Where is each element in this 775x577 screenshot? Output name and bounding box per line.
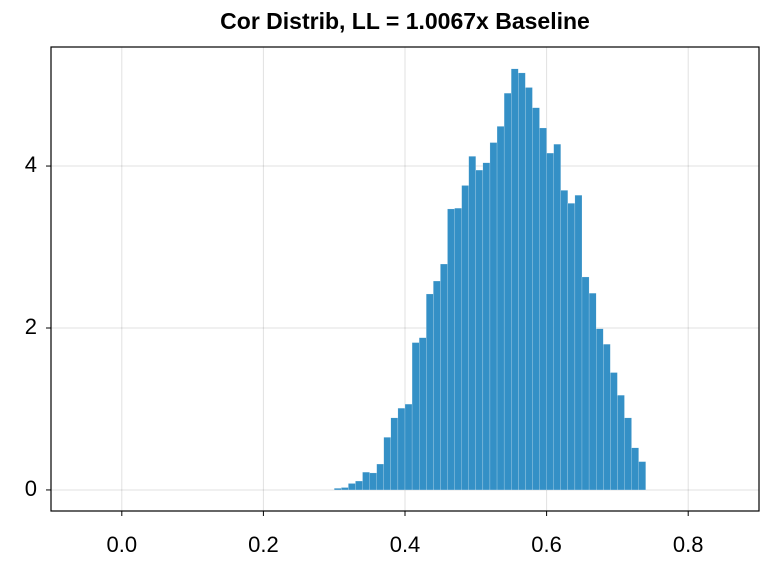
bar: [397, 408, 406, 491]
bar: [631, 447, 639, 491]
x-tick-label: 0.0: [107, 532, 138, 557]
bar: [489, 142, 498, 491]
bar: [433, 280, 441, 491]
chart-title: Cor Distrib, LL = 1.0067x Baseline: [220, 8, 590, 34]
bar: [419, 337, 427, 491]
y-tick-label: 0: [25, 476, 37, 501]
bar: [617, 395, 625, 491]
bar: [411, 342, 420, 491]
bar: [404, 403, 413, 491]
y-tick-label: 4: [25, 152, 37, 177]
bar: [546, 152, 554, 491]
bar: [588, 293, 597, 491]
bar: [383, 437, 391, 491]
bar: [574, 195, 583, 491]
bar: [355, 480, 363, 491]
bar: [503, 93, 512, 491]
bar: [539, 127, 547, 491]
bar: [518, 72, 526, 491]
bar: [376, 463, 384, 491]
y-tick-label: 2: [25, 314, 37, 339]
bar: [454, 207, 462, 491]
bar: [447, 208, 455, 491]
bar: [610, 372, 618, 491]
bar: [390, 417, 399, 491]
bar: [624, 417, 632, 491]
x-tick-label: 0.6: [531, 532, 562, 557]
bar: [532, 107, 540, 491]
bar: [603, 344, 611, 491]
bar: [638, 461, 646, 491]
bar: [511, 68, 519, 491]
bar: [440, 263, 448, 491]
bar: [525, 87, 533, 491]
x-tick-label: 0.4: [390, 532, 421, 557]
bar: [461, 185, 469, 491]
bar: [475, 169, 484, 491]
bar: [482, 162, 491, 491]
x-tick-label: 0.8: [673, 532, 704, 557]
bar: [334, 488, 342, 491]
x-tick-label: 0.2: [248, 532, 279, 557]
bar: [341, 487, 349, 491]
plot-frame: [50, 46, 760, 512]
bar: [567, 203, 576, 491]
bar: [581, 276, 590, 491]
bar: [496, 126, 505, 491]
bar: [426, 293, 434, 491]
bar: [348, 483, 356, 491]
bar: [596, 328, 604, 491]
bar: [553, 144, 561, 491]
bar: [560, 190, 568, 491]
bar: [369, 472, 377, 491]
bar: [362, 471, 370, 491]
bar: [468, 156, 476, 491]
